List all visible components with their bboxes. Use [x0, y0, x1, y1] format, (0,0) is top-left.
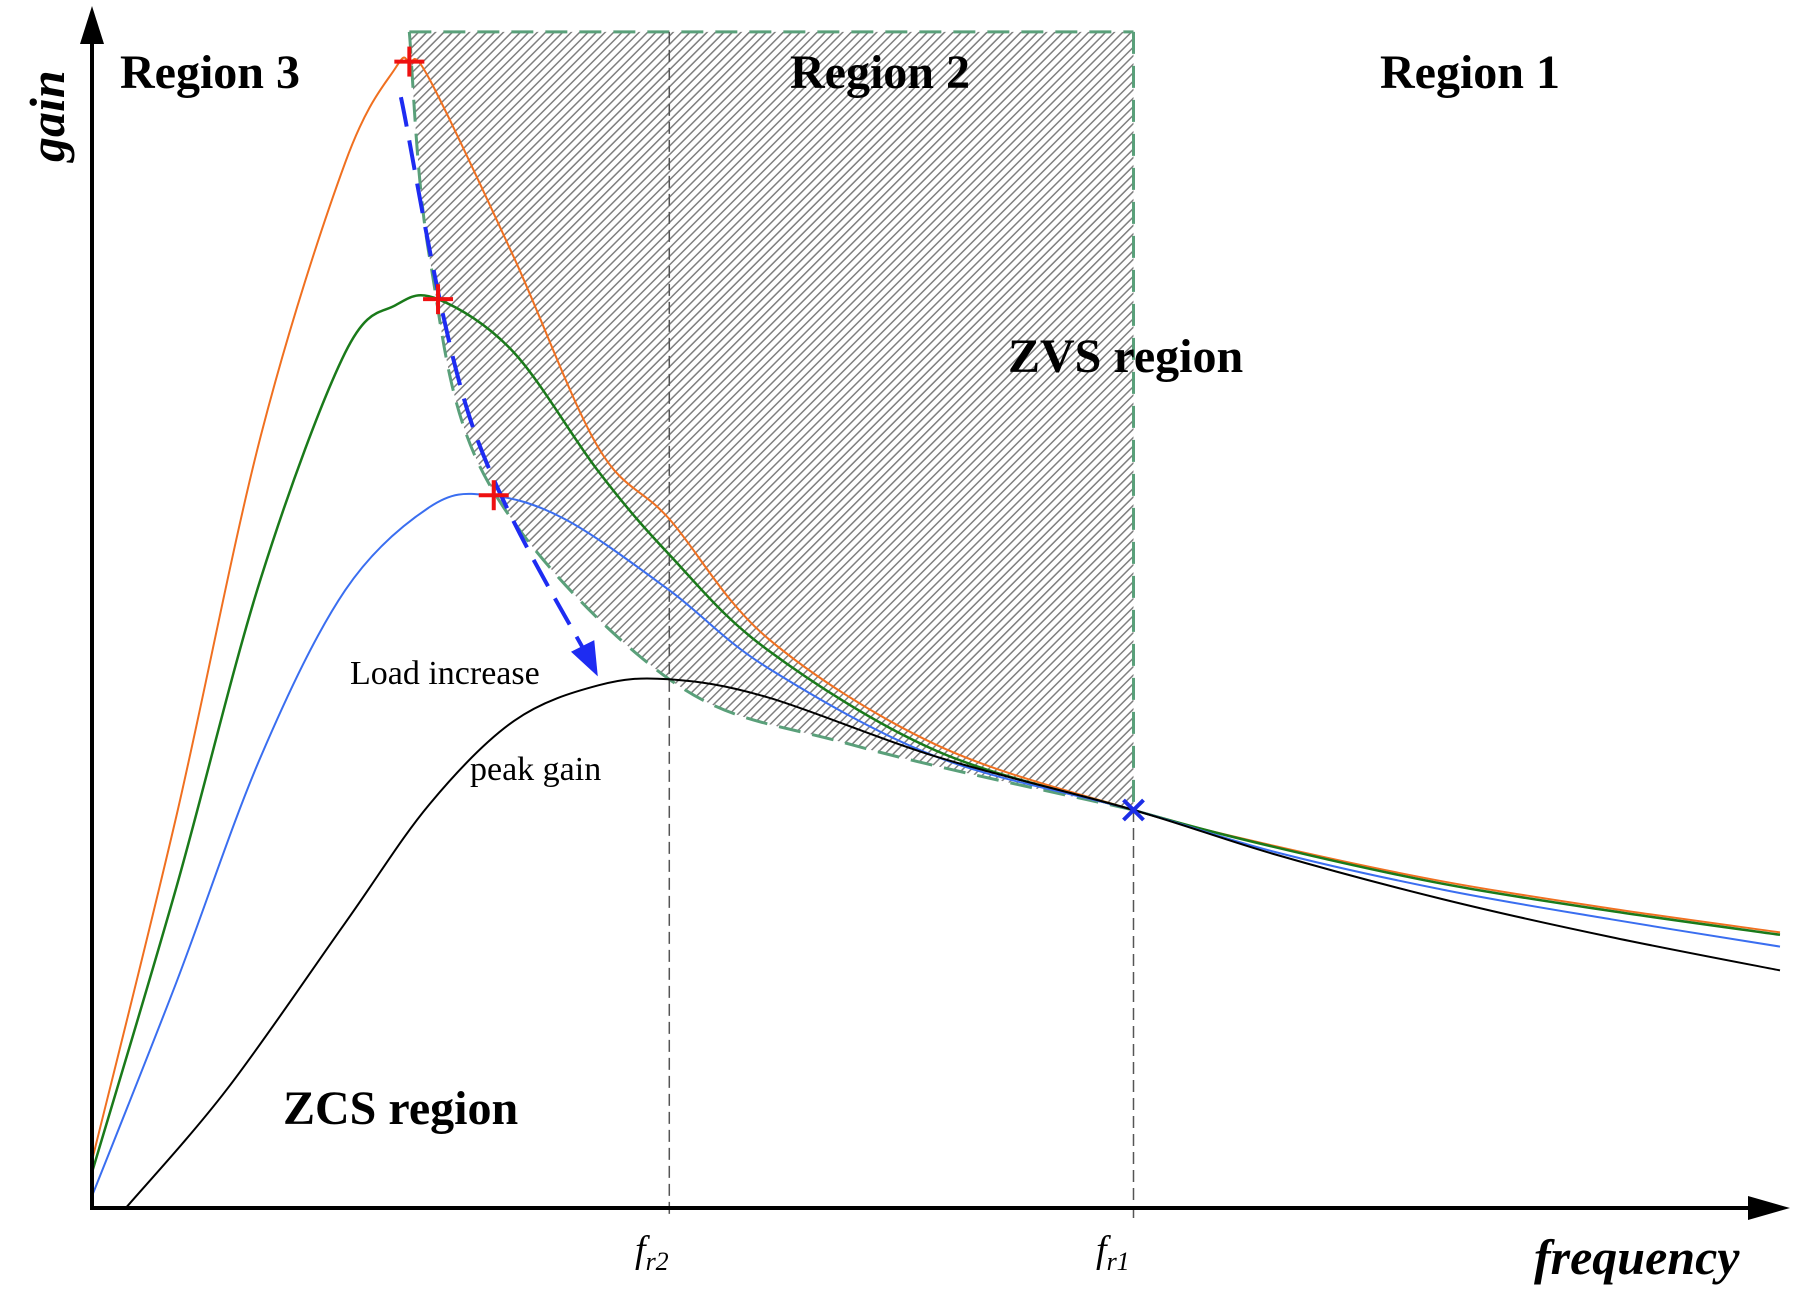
peak-marker-1 [394, 46, 425, 77]
peak-gain-label: peak gain [470, 751, 601, 788]
peak-marker-2 [423, 284, 454, 315]
zcs-region-label: ZCS region [283, 1082, 518, 1135]
peak-marker-3 [478, 480, 509, 511]
zvs-shaded-area [409, 31, 1134, 810]
marker-layer [394, 46, 1145, 822]
gain-curve-4 [125, 677, 1781, 1209]
region-1-label: Region 1 [1380, 46, 1560, 99]
tick-label-fr2: fr2 [635, 1229, 669, 1276]
load-increase-arrow [398, 96, 596, 669]
tick-label-fr1: fr1 [1096, 1229, 1130, 1276]
gain-curve-1 [91, 56, 1781, 1161]
region-3-label: Region 3 [120, 46, 300, 99]
load-increase-arrowhead [570, 640, 598, 677]
x-axis-label: frequency [1534, 1229, 1740, 1285]
zvs-region-label: ZVS region [1008, 330, 1243, 383]
load-increase-label: Load increase [350, 655, 540, 692]
region-2-label: Region 2 [790, 46, 970, 99]
gain-curve-3 [91, 492, 1781, 1197]
gain-curve-2 [90, 294, 1781, 1173]
y-axis-arrowhead [80, 6, 104, 44]
resonance-marker [1122, 798, 1145, 822]
y-axis-label: gain [19, 70, 75, 163]
series-layer [90, 56, 1781, 1209]
x-axis-arrowhead [1748, 1196, 1790, 1220]
